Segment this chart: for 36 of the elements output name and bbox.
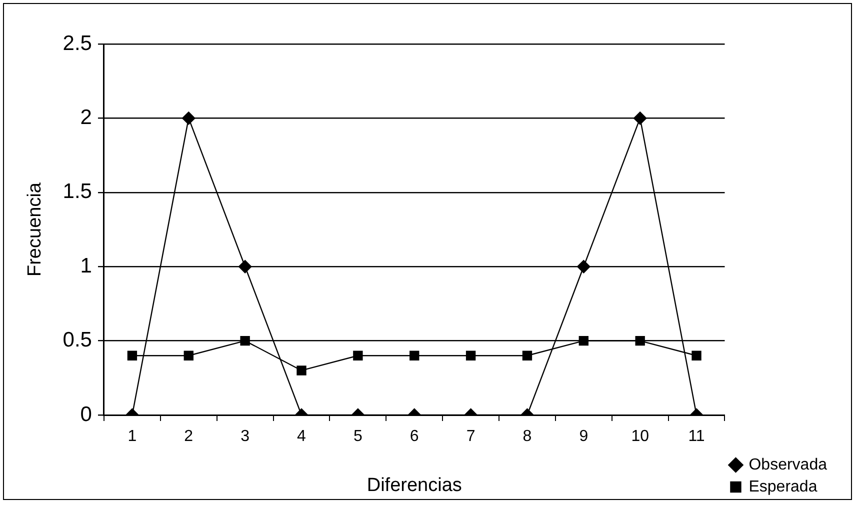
point [238,260,252,274]
point [127,350,138,360]
y-axis-title: Frecuencia [24,182,46,276]
point [296,366,306,376]
point [635,336,645,346]
point [466,350,476,360]
x-tick-label: 11 [688,428,705,446]
legend-label: Esperada [748,478,818,496]
y-tick-label: 0.5 [62,328,92,352]
point [578,336,588,346]
point [577,260,590,274]
x-tick-label: 5 [353,428,362,446]
point [522,350,532,360]
legend-label: Observada [748,456,828,474]
point [410,350,420,360]
y-tick-label: 2 [80,106,92,129]
x-tick-label: 3 [240,428,250,446]
y-tick-label: 0 [80,402,92,426]
x-tick-label: 4 [297,428,306,446]
x-tick-label: 2 [184,428,194,446]
y-tick-label: 1 [80,254,92,278]
x-axis-title: Diferencias [366,474,462,496]
point [184,350,194,360]
x-tick-label: 1 [128,428,137,446]
y-tick-label: 1.5 [62,180,92,204]
point [692,350,702,360]
x-tick-label: 6 [410,428,419,446]
point [353,350,363,360]
point [240,336,250,346]
point [182,112,196,125]
x-tick-label: 9 [579,428,588,446]
x-tick-label: 10 [631,428,650,446]
x-tick-label: 7 [466,428,476,446]
point [633,112,647,125]
x-tick-label: 8 [522,428,532,446]
y-tick-label: 2.5 [62,32,92,55]
